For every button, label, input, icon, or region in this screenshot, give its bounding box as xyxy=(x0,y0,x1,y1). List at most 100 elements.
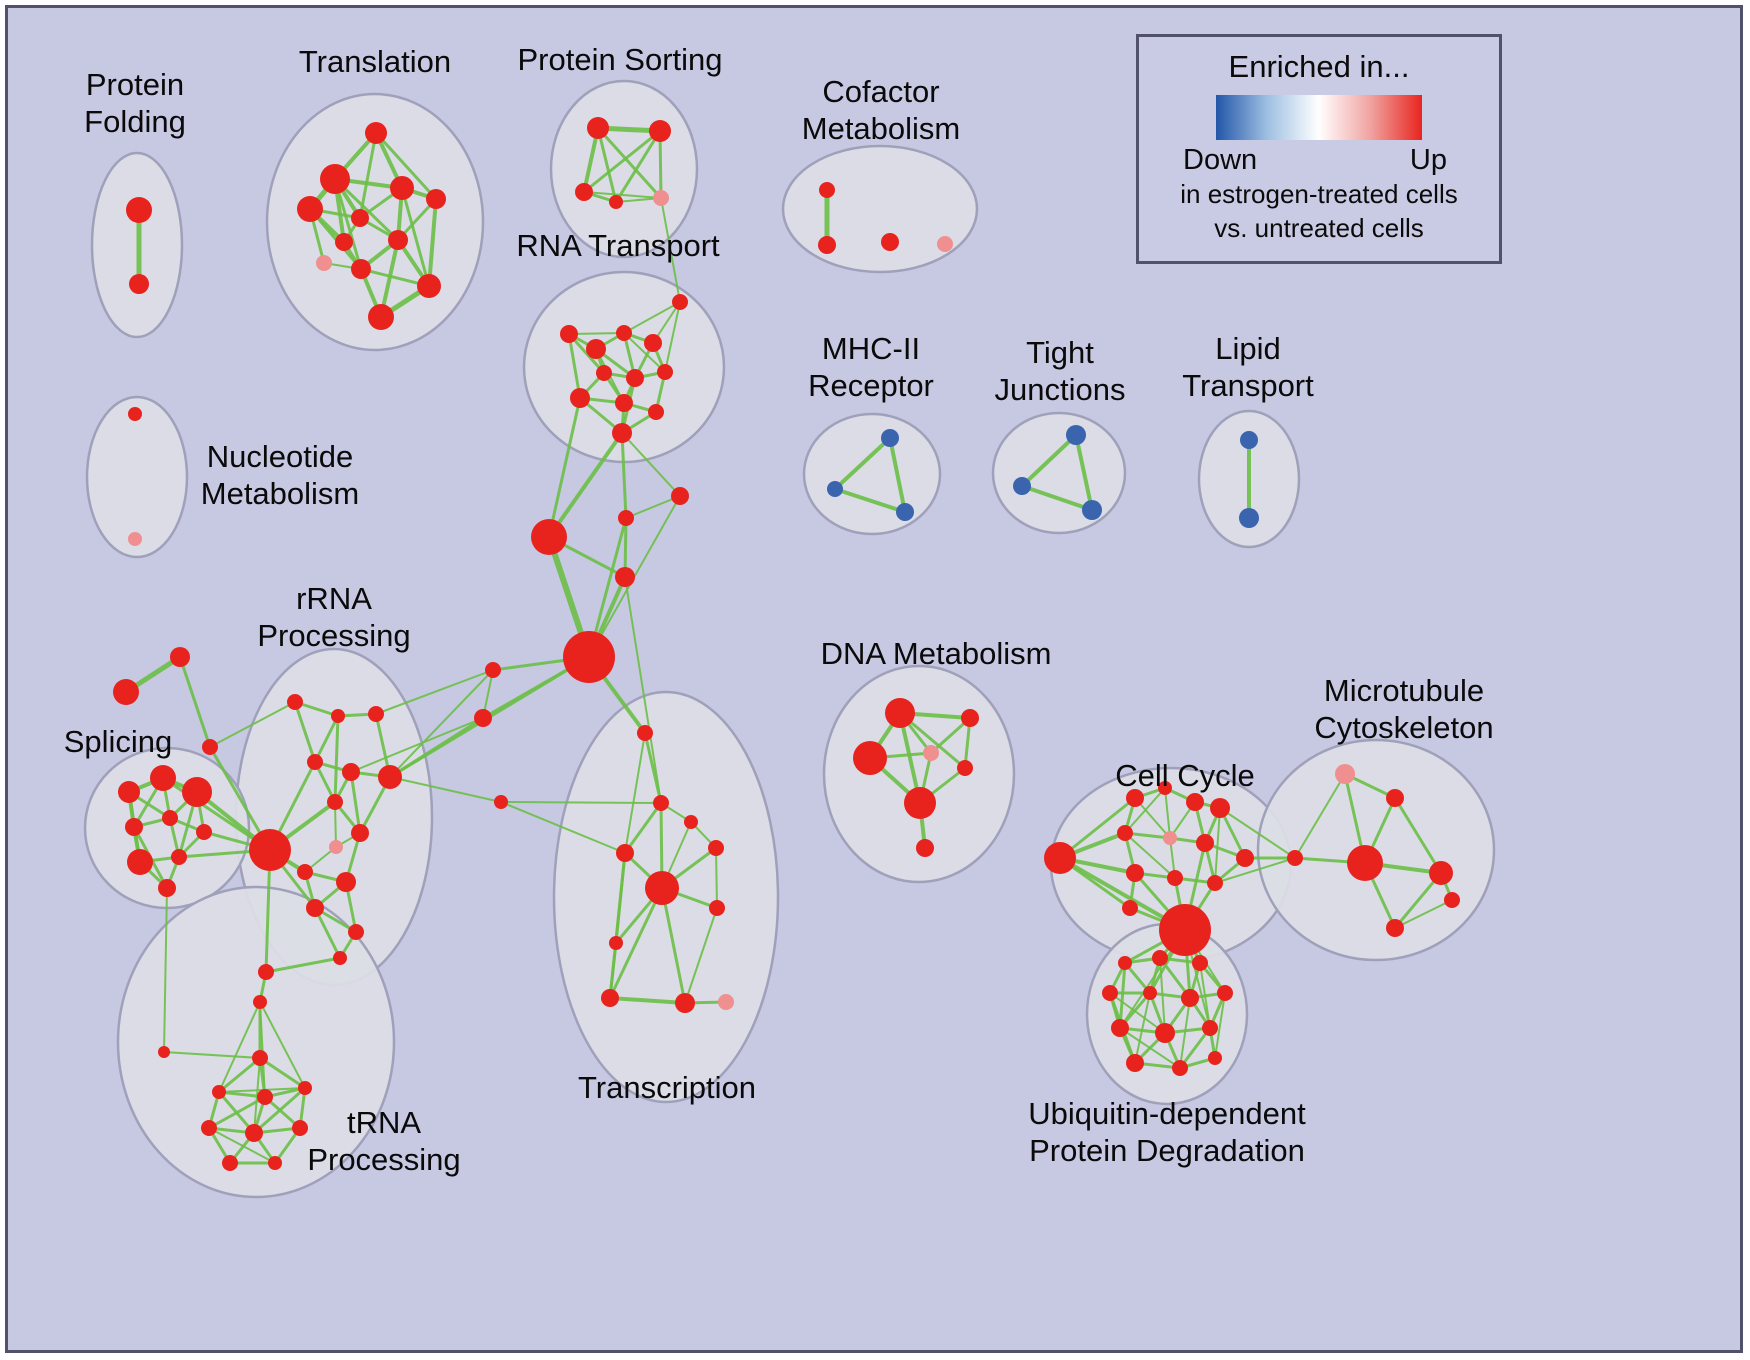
gene-set-node-141 xyxy=(1126,1054,1144,1072)
gene-set-node-9 xyxy=(316,255,332,271)
gene-set-node-116 xyxy=(1163,831,1177,845)
cluster-label-protein-folding: Protein Folding xyxy=(84,67,186,139)
network-edge xyxy=(207,1095,267,1130)
network-edge xyxy=(264,956,342,974)
gene-set-node-122 xyxy=(1122,900,1138,916)
cluster-ellipse-mhc-ii-receptor xyxy=(802,412,942,536)
cluster-label-cofactor-metabolism: Cofactor Metabolism xyxy=(802,74,961,146)
gene-set-node-108 xyxy=(904,787,936,819)
gene-set-node-127 xyxy=(1347,845,1383,881)
gene-set-node-57 xyxy=(150,765,176,791)
network-edge xyxy=(596,126,663,200)
gene-set-node-90 xyxy=(222,1155,238,1171)
gene-set-node-140 xyxy=(1202,1020,1218,1036)
gene-set-node-32 xyxy=(615,394,633,412)
network-edge xyxy=(596,126,618,204)
network-edge xyxy=(643,731,663,805)
gene-set-node-119 xyxy=(1126,864,1144,882)
gene-set-node-131 xyxy=(1118,956,1132,970)
gene-set-node-48 xyxy=(615,567,635,587)
network-edge xyxy=(1214,807,1221,884)
gene-set-node-41 xyxy=(1240,431,1258,449)
legend-subtitle-line1: in estrogen-treated cells xyxy=(1180,179,1458,209)
network-edge xyxy=(624,732,646,854)
gene-set-node-71 xyxy=(249,829,291,871)
gene-set-node-7 xyxy=(351,209,369,227)
network-edge xyxy=(547,396,582,539)
gene-set-node-115 xyxy=(1117,825,1133,841)
gene-set-node-25 xyxy=(616,325,632,341)
network-edge xyxy=(623,801,663,855)
cluster-label-dna-metabolism: DNA Metabolism xyxy=(821,636,1052,671)
gene-set-node-97 xyxy=(645,871,679,905)
legend-endpoint-labels: Down Up xyxy=(1139,144,1499,177)
network-edge xyxy=(389,669,494,778)
network-edge xyxy=(313,906,342,960)
gene-set-node-40 xyxy=(1082,500,1102,520)
gene-set-node-79 xyxy=(333,951,347,965)
network-edge xyxy=(608,996,687,1005)
cluster-label-translation: Translation xyxy=(299,44,451,79)
gene-set-node-50 xyxy=(485,662,501,678)
network-edge xyxy=(217,1056,262,1094)
network-edge xyxy=(1124,787,1166,834)
gene-set-node-117 xyxy=(1196,834,1214,852)
gene-set-node-65 xyxy=(287,694,303,710)
network-edge xyxy=(608,886,664,1000)
gene-set-node-107 xyxy=(957,760,973,776)
gene-set-node-112 xyxy=(1158,781,1172,795)
network-edge xyxy=(664,301,681,373)
gene-set-node-93 xyxy=(653,795,669,811)
network-edge xyxy=(178,655,212,749)
network-edge xyxy=(350,717,484,773)
gene-set-node-111 xyxy=(1126,789,1144,807)
network-edge xyxy=(1020,484,1094,512)
cluster-ellipse-trna-processing xyxy=(116,885,396,1199)
gene-set-node-120 xyxy=(1167,870,1183,886)
network-edge xyxy=(625,495,681,519)
legend-gradient-bar xyxy=(1216,95,1422,140)
legend-subtitle-line2: vs. untreated cells xyxy=(1214,213,1424,244)
enrichment-network-diagram: Protein Folding Translation Protein Sorting… xyxy=(64,42,1496,1199)
gene-set-node-28 xyxy=(596,365,612,381)
cluster-label-lipid-transport: Lipid Transport xyxy=(1182,331,1314,403)
gene-set-node-136 xyxy=(1181,989,1199,1007)
gene-set-node-60 xyxy=(162,810,178,826)
gene-set-node-143 xyxy=(1208,1051,1222,1065)
network-edge xyxy=(1058,796,1137,860)
gene-set-node-45 xyxy=(531,519,567,555)
gene-set-node-21 xyxy=(881,233,899,251)
gene-set-node-33 xyxy=(648,404,664,420)
gene-set-node-37 xyxy=(896,503,914,521)
gene-set-node-34 xyxy=(612,423,632,443)
network-edge xyxy=(293,700,317,764)
cluster-label-tight-junctions: Tight Junctions xyxy=(995,335,1126,407)
cluster-label-rrna-processing: rRNA Processing xyxy=(257,581,410,653)
cluster-label-splicing: Splicing xyxy=(64,724,173,759)
network-edge xyxy=(1164,787,1171,839)
gene-set-node-85 xyxy=(257,1089,273,1105)
gene-set-node-54 xyxy=(113,679,139,705)
network-edge xyxy=(623,332,666,373)
gene-set-node-12 xyxy=(368,304,394,330)
node-layer xyxy=(113,117,1460,1171)
network-edge xyxy=(568,332,625,335)
gene-set-node-49 xyxy=(563,631,615,683)
network-edge xyxy=(389,776,502,803)
gene-set-node-104 xyxy=(961,709,979,727)
network-edge xyxy=(427,197,438,288)
gene-set-node-44 xyxy=(128,532,142,546)
gene-set-node-123 xyxy=(1159,904,1211,956)
gene-set-node-128 xyxy=(1429,861,1453,885)
gene-set-node-43 xyxy=(128,407,142,421)
network-edge xyxy=(608,941,618,1000)
network-edge xyxy=(684,907,718,1004)
network-edge xyxy=(374,131,438,201)
gene-set-node-88 xyxy=(245,1124,263,1142)
gene-set-node-66 xyxy=(331,709,345,723)
network-edge xyxy=(1179,997,1191,1069)
network-edge xyxy=(258,1056,307,1090)
network-edge xyxy=(888,436,907,514)
network-edge xyxy=(614,129,662,204)
gene-set-node-61 xyxy=(196,824,212,840)
